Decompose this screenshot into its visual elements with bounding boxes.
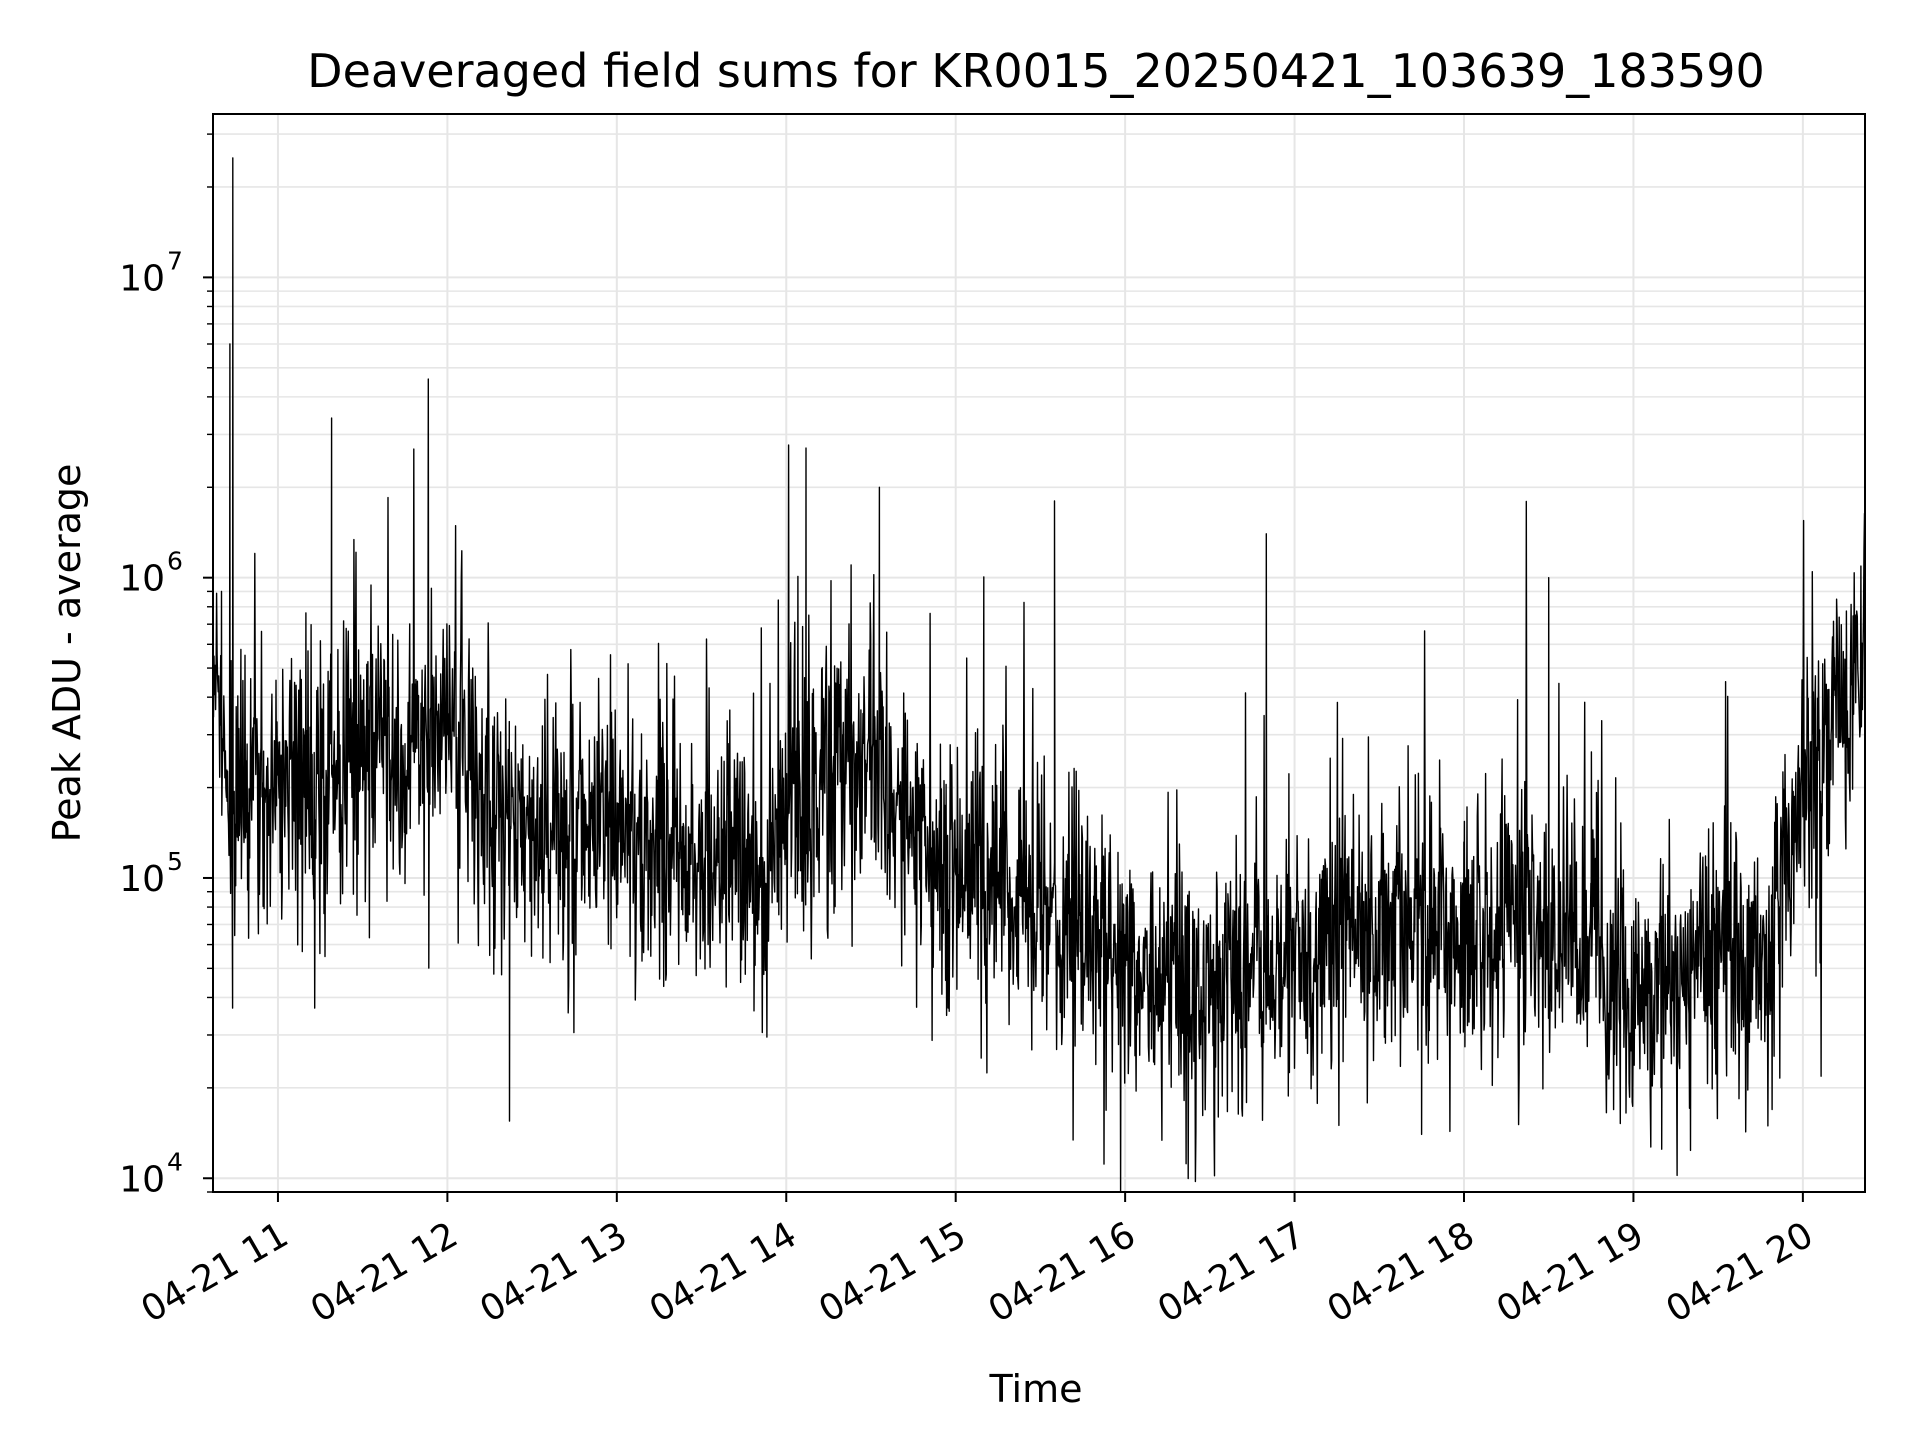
x-tick-label: 04-21 11 [135, 1214, 296, 1330]
y-tick-exponent: 7 [167, 246, 183, 275]
y-tick-exponent: 6 [167, 547, 183, 576]
x-tick-label: 04-21 20 [1659, 1214, 1820, 1330]
x-tick-label: 04-21 13 [473, 1214, 634, 1330]
x-tick-label: 04-21 16 [982, 1214, 1143, 1330]
x-tick-label: 04-21 17 [1151, 1214, 1312, 1330]
x-axis-label: Time [989, 1367, 1083, 1411]
x-tick-label: 04-21 19 [1490, 1214, 1651, 1330]
y-tick-label: 10 [119, 559, 165, 600]
grid [213, 114, 1865, 1193]
y-tick-label: 10 [119, 859, 165, 900]
y-tick-label: 10 [119, 258, 165, 299]
chart-title: Deaveraged field sums for KR0015_2025042… [307, 44, 1765, 98]
series-line [212, 157, 1866, 1193]
y-tick-exponent: 4 [167, 1147, 183, 1176]
x-tick-label: 04-21 14 [643, 1214, 804, 1330]
x-tick-label: 04-21 18 [1321, 1214, 1482, 1330]
y-axis-label: Peak ADU - average [45, 464, 89, 843]
plot-frame [212, 113, 1866, 1193]
y-tick-exponent: 5 [167, 847, 183, 876]
x-tick-label: 04-21 15 [812, 1214, 973, 1330]
y-tick-label: 10 [119, 1159, 165, 1200]
x-tick-label: 04-21 12 [304, 1214, 465, 1330]
x-axis: 04-21 11 04-21 12 04-21 13 04-21 14 04-21 15… [135, 1192, 1820, 1331]
series-line-group [212, 157, 1866, 1193]
